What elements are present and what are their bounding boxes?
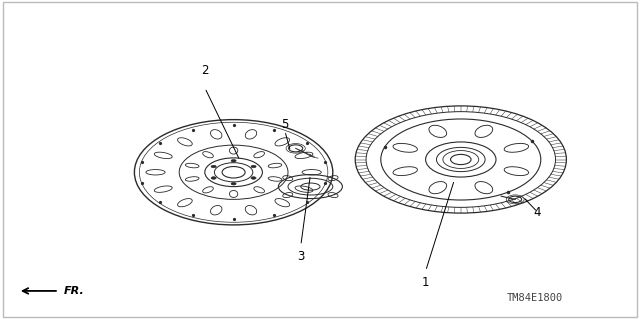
Circle shape — [231, 182, 236, 185]
Circle shape — [251, 165, 256, 168]
Text: FR.: FR. — [64, 286, 84, 296]
Circle shape — [231, 160, 236, 162]
Circle shape — [211, 177, 216, 179]
Text: 3: 3 — [297, 250, 305, 263]
Circle shape — [251, 177, 256, 179]
Circle shape — [211, 165, 216, 168]
Text: 2: 2 — [201, 63, 209, 77]
Text: TM84E1800: TM84E1800 — [506, 293, 563, 303]
Text: 1: 1 — [422, 276, 429, 289]
Text: 5: 5 — [281, 118, 289, 131]
Text: 4: 4 — [534, 206, 541, 219]
